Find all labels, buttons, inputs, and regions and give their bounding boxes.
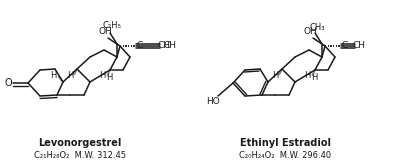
Text: OH: OH xyxy=(98,27,112,36)
Text: HO: HO xyxy=(206,97,220,106)
Text: O: O xyxy=(4,78,12,88)
Text: H: H xyxy=(304,71,310,80)
Text: C₂H₅: C₂H₅ xyxy=(102,22,122,31)
Text: CH: CH xyxy=(158,42,170,50)
Text: C: C xyxy=(342,41,348,49)
Text: C: C xyxy=(137,41,143,49)
Text: OH: OH xyxy=(303,27,317,36)
Text: H: H xyxy=(311,72,317,81)
Text: H: H xyxy=(106,72,112,81)
Text: CH₃: CH₃ xyxy=(309,23,325,32)
Text: Ethinyl Estradiol: Ethinyl Estradiol xyxy=(240,138,330,148)
Text: CH: CH xyxy=(164,42,176,50)
Text: CH: CH xyxy=(352,42,366,50)
Text: Levonorgestrel: Levonorgestrel xyxy=(38,138,122,148)
Text: H: H xyxy=(67,71,73,80)
Text: H: H xyxy=(272,71,278,80)
Text: H: H xyxy=(50,71,56,80)
Text: C₂₀H₂₄O₂  M.W. 296.40: C₂₀H₂₄O₂ M.W. 296.40 xyxy=(239,150,331,159)
Text: H: H xyxy=(99,71,105,80)
Text: C₂₁H₂₈O₂  M.W. 312.45: C₂₁H₂₈O₂ M.W. 312.45 xyxy=(34,150,126,159)
